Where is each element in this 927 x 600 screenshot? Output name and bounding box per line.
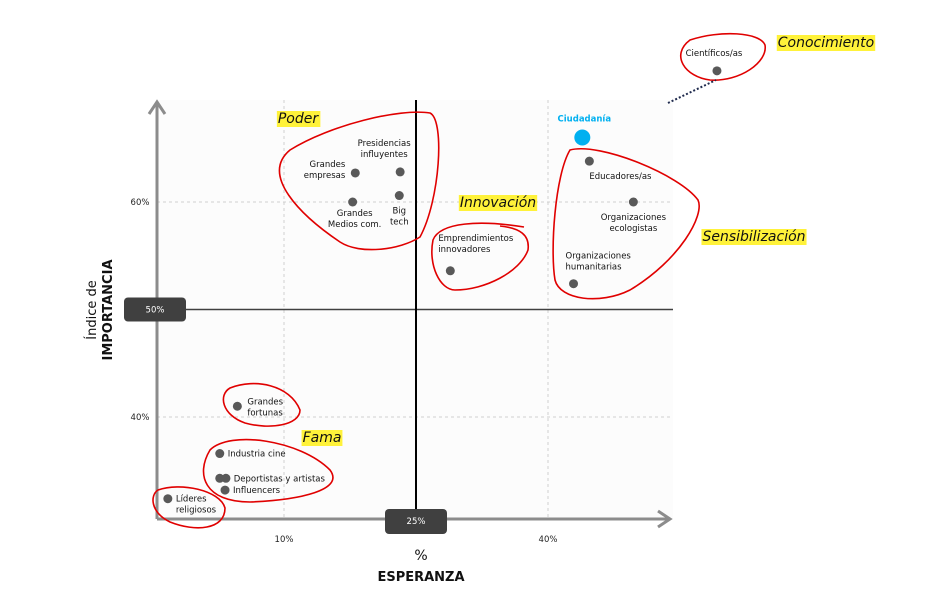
reference-badge-y [124,297,186,322]
data-point [584,156,594,166]
x-tick-label: 10% [275,535,294,545]
point-label: Organizaciones humanitarias [566,252,632,273]
point-label: Big tech [390,207,409,228]
annotation-tag-highlight [276,111,321,127]
point-label: Científicos/as [686,49,743,59]
point-label: Deportistas y artistas [234,474,326,484]
data-point [232,401,242,411]
data-point [628,197,638,207]
annotation-hull-fama [202,438,334,503]
data-point [445,266,455,276]
data-point [394,191,404,201]
data-point [220,485,230,495]
point-label: Grandes Medios com. [328,209,382,230]
annotation-tag: Sensibilización [702,229,805,245]
annotation-tag: Innovación [460,195,536,211]
annotation-hull-poder [278,111,440,251]
data-point [215,449,225,459]
data-point [569,279,579,289]
reference-badge-x [385,509,447,534]
data-point [712,66,722,76]
annotation-tag-highlight [301,430,343,446]
data-point [348,197,358,207]
point-label: Industria cine [228,450,286,460]
annotation-tag: Poder [278,111,320,127]
data-point [574,129,591,146]
x-axis-arrow-icon [657,509,673,529]
data-point [395,167,405,177]
annotation-tag: Fama [303,430,342,446]
annotation-hull-conocimiento [679,32,766,81]
annotation-hull-lideres [152,486,226,529]
point-label: Educadores/as [589,172,652,182]
point-label: Organizaciones ecologistas [601,213,667,234]
data-point [163,494,173,504]
annotation-tag-highlight [701,229,807,245]
annotation-hull-innovacion [431,222,529,291]
annotation-tag-highlight [776,35,876,51]
annotation-tag: Conocimiento [778,35,874,51]
y-axis-label-line2: IMPORTANCIA [101,259,116,360]
data-point [350,168,360,178]
x-axis-label: ESPERANZA [377,570,464,585]
point-label: Grandes empresas [304,160,346,181]
annotation-hull-sensibilizacion [552,148,700,300]
point-label: Emprendimientos innovadores [438,234,514,255]
y-tick-label: 60% [131,198,150,208]
reference-badge-y-label: 50% [146,306,165,316]
y-axis-label-line1: Índice de [84,280,100,339]
point-label: Influencers [233,486,281,496]
connector-line [667,79,717,104]
data-point [215,473,225,483]
y-tick-label: 40% [131,413,150,423]
x-axis-label-unit: % [414,548,427,564]
reference-badge-x-label: 25% [407,517,426,527]
point-label: Grandes fortunas [247,397,283,418]
y-axis-arrow-icon [147,99,167,115]
point-label: Presidencias influyentes [358,139,412,160]
annotation-hull-grandes-fortunas [222,382,301,427]
data-point [221,473,231,483]
point-label: Líderes religiosos [176,495,217,516]
point-label: Ciudadanía [558,115,612,125]
x-tick-label: 40% [539,535,558,545]
annotation-tag-highlight [458,195,538,211]
